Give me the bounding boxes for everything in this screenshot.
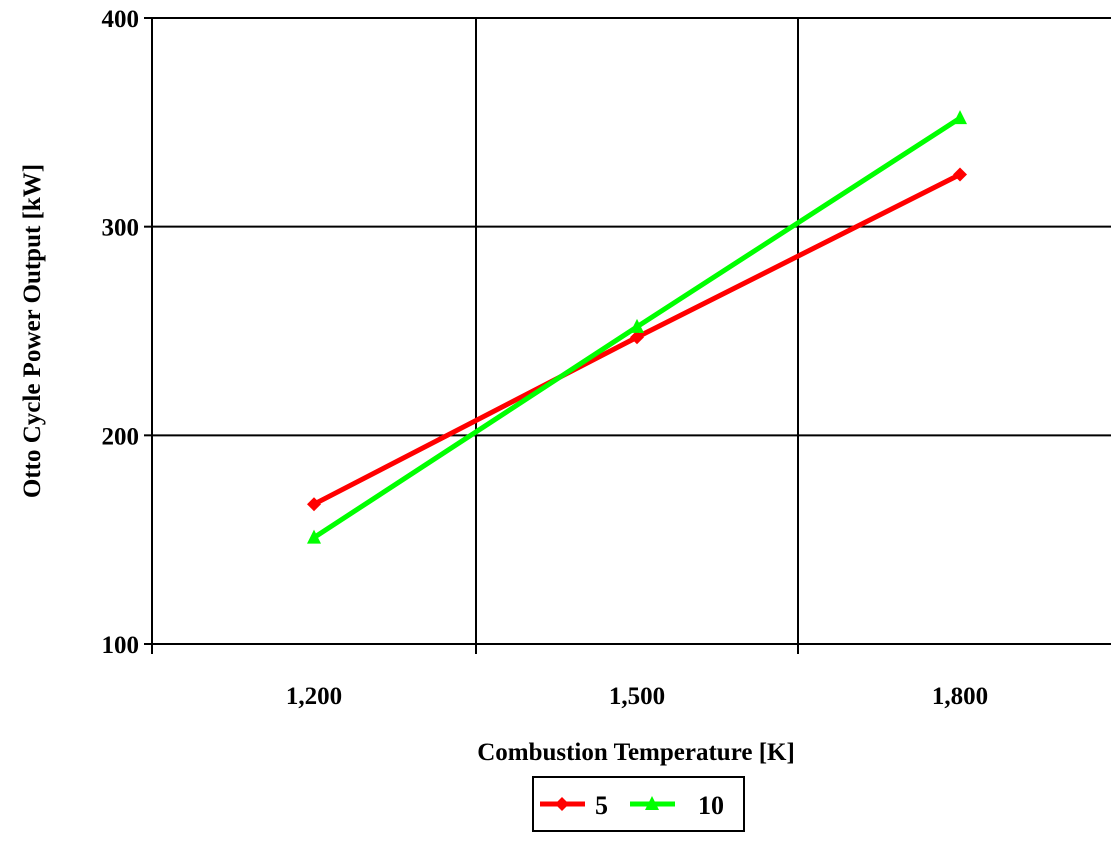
y-tick-label: 400 (102, 6, 140, 33)
y-axis-title: Otto Cycle Power Output [kW] (19, 164, 46, 498)
data-point-5 (630, 330, 644, 345)
data-point-10 (953, 110, 967, 125)
data-point-10 (307, 529, 321, 544)
grid (152, 17, 1111, 644)
x-axis-title: Combustion Temperature [K] (477, 739, 795, 766)
legend: 5 10 (532, 776, 745, 832)
axes (144, 17, 1111, 654)
y-tick-label: 100 (102, 632, 140, 659)
legend-swatch-marker (645, 796, 659, 810)
series-10 (307, 110, 967, 544)
legend-label: 5 (595, 791, 608, 820)
data-point-5 (307, 497, 321, 512)
data-point-10 (630, 318, 644, 333)
legend-swatch-marker (555, 797, 569, 811)
x-tick-label: 1,500 (609, 683, 665, 710)
legend-item-5: 5 (540, 791, 608, 820)
series-5 (307, 167, 967, 512)
y-tick-label: 200 (102, 423, 140, 450)
y-tick-labels: 100 200 300 400 (102, 6, 140, 659)
data-point-5 (953, 167, 967, 182)
x-tick-label: 1,200 (286, 683, 342, 710)
x-tick-labels: 1,200 1,500 1,800 (286, 683, 988, 710)
series (307, 110, 967, 544)
legend-item-10: 10 (630, 791, 724, 820)
y-tick-label: 300 (102, 215, 140, 242)
legend-label: 10 (698, 791, 724, 820)
x-tick-label: 1,800 (932, 683, 988, 710)
